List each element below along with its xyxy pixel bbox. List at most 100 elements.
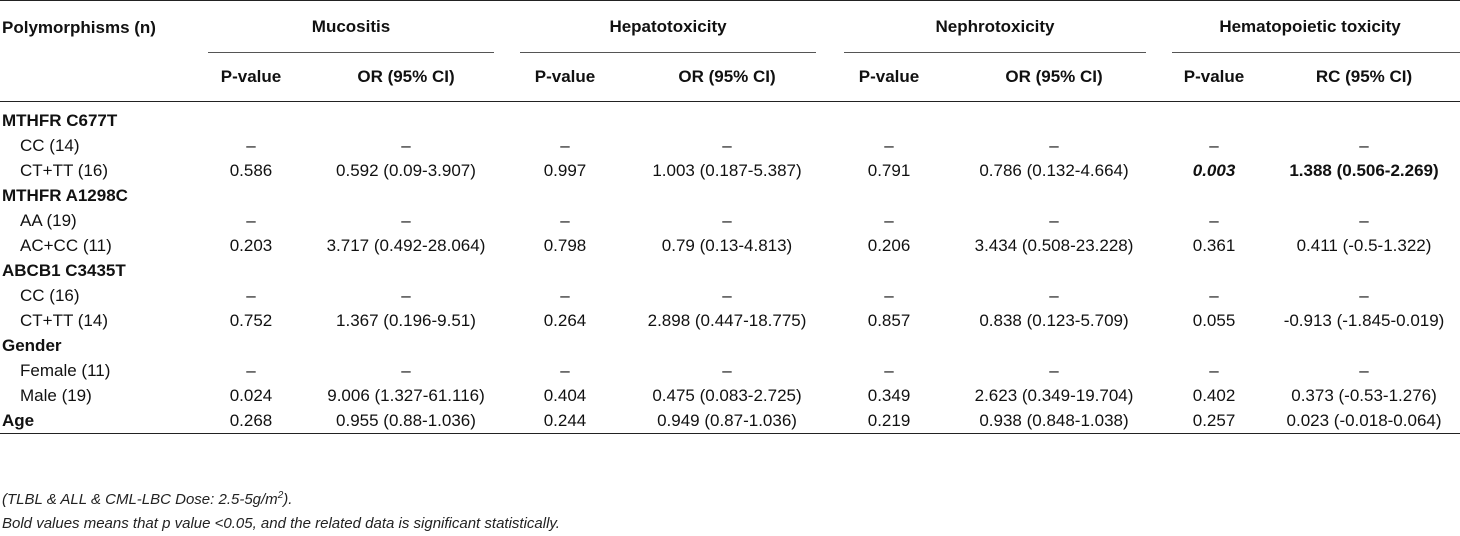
table-cell: – — [722, 210, 732, 230]
table-cell: – — [1049, 285, 1059, 305]
table-row: Male (19) 0.024 9.006 (1.327-61.116) 0.4… — [0, 383, 1460, 408]
results-table: Polymorphisms (n) Mucositis Hepatotoxici… — [0, 0, 1460, 434]
table-cell: – — [722, 360, 732, 380]
table-cell: 2.623 (0.349-19.704) — [974, 385, 1134, 405]
table-cell: – — [722, 285, 732, 305]
header-hematopoietic: Hematopoietic toxicity — [1160, 0, 1460, 53]
table-cell: 2.898 (0.447-18.775) — [647, 310, 807, 330]
header-polymorphisms: Polymorphisms (n) — [0, 0, 196, 102]
header-hepatotoxicity-label: Hepatotoxicity — [609, 17, 727, 36]
row-label: Female (11) — [20, 360, 111, 380]
row-label: CT+TT (16) — [20, 160, 109, 180]
table-footnotes: (TLBL & ALL & CML-LBC Dose: 2.5-5g/m2). … — [2, 484, 560, 536]
table-cell: 0.857 — [867, 310, 911, 330]
table-cell: – — [884, 210, 894, 230]
table-row: AC+CC (11) 0.203 3.717 (0.492-28.064) 0.… — [0, 233, 1460, 258]
table-cell: -0.913 (-1.845-0.019) — [1283, 310, 1445, 330]
table-cell: 3.434 (0.508-23.228) — [974, 235, 1134, 255]
table-cell: 0.055 — [1192, 310, 1236, 330]
group-underline — [208, 52, 494, 53]
section-row: Gender — [0, 333, 1460, 358]
table-cell: – — [401, 360, 411, 380]
header-mucositis: Mucositis — [196, 0, 506, 53]
section-title: MTHFR A1298C — [2, 185, 128, 205]
table-cell: 0.475 (0.083-2.725) — [652, 385, 802, 405]
table-cell: 0.024 — [229, 385, 273, 405]
table-cell: – — [1209, 135, 1219, 155]
section-row: MTHFR C677T — [0, 108, 1460, 133]
footnote-dose-text: (TLBL & ALL & CML-LBC Dose: 2.5-5g/m — [2, 491, 278, 508]
section-title: MTHFR C677T — [2, 110, 118, 130]
table-cell: 0.264 — [543, 310, 587, 330]
table-cell: 0.938 (0.848-1.038) — [948, 408, 1161, 434]
table-cell: 0.592 (0.09-3.907) — [336, 160, 476, 180]
group-underline — [520, 52, 817, 53]
table-cell: 3.717 (0.492-28.064) — [326, 235, 486, 255]
table-cell: – — [884, 285, 894, 305]
footnote-dose: (TLBL & ALL & CML-LBC Dose: 2.5-5g/m2). — [2, 484, 560, 512]
row-label: CC (16) — [20, 285, 80, 305]
subheader-cell: OR (95% CI) — [948, 53, 1161, 102]
section-title: ABCB1 C3435T — [2, 260, 126, 280]
subheader-cell: OR (95% CI) — [306, 53, 506, 102]
header-nephrotoxicity-label: Nephrotoxicity — [935, 17, 1055, 36]
table-cell: – — [1209, 210, 1219, 230]
table-cell: 9.006 (1.327-61.116) — [327, 385, 485, 405]
table-row: CC (16) – – – – – – – – — [0, 283, 1460, 308]
section-row: MTHFR A1298C — [0, 183, 1460, 208]
table-row: CC (14) – – – – – – – – — [0, 133, 1460, 158]
subheader-cell: P-value — [1160, 53, 1269, 102]
table-cell: – — [560, 135, 570, 155]
table-cell: – — [1359, 135, 1369, 155]
group-underline — [844, 52, 1147, 53]
table-cell: – — [1049, 135, 1059, 155]
header-mucositis-label: Mucositis — [311, 17, 391, 36]
table-cell: – — [246, 285, 256, 305]
significant-rc-value: 1.388 (0.506-2.269) — [1289, 160, 1439, 180]
table-cell: 0.997 — [543, 160, 587, 180]
section-row: ABCB1 C3435T — [0, 258, 1460, 283]
table-cell: 0.411 (-0.5-1.322) — [1296, 235, 1432, 255]
table-cell: 0.373 (-0.53-1.276) — [1291, 385, 1437, 405]
table-cell: 0.023 (-0.018-0.064) — [1268, 408, 1460, 434]
table-cell: – — [884, 135, 894, 155]
row-label: AA (19) — [20, 210, 77, 230]
table-cell: 0.955 (0.88-1.036) — [306, 408, 506, 434]
table-cell: – — [1049, 210, 1059, 230]
section-title: Gender — [2, 335, 62, 355]
table-cell: 1.003 (0.187-5.387) — [652, 160, 802, 180]
table-cell: – — [884, 360, 894, 380]
table-cell: 0.404 — [543, 385, 587, 405]
table-cell: – — [246, 135, 256, 155]
table-cell: – — [1359, 285, 1369, 305]
table-cell: 0.402 — [1192, 385, 1236, 405]
table-cell: – — [560, 285, 570, 305]
row-label: CT+TT (14) — [20, 310, 109, 330]
table-cell: 0.791 — [867, 160, 911, 180]
footnote-dose-superscript: 2 — [277, 490, 284, 501]
table-cell: 0.349 — [867, 385, 911, 405]
age-row: Age 0.268 0.955 (0.88-1.036) 0.244 0.949… — [0, 408, 1460, 434]
table-cell: 0.244 — [506, 408, 624, 434]
table-cell: 0.257 — [1160, 408, 1269, 434]
table-cell: 0.949 (0.87-1.036) — [624, 408, 831, 434]
table-cell: – — [401, 285, 411, 305]
table-cell: – — [722, 135, 732, 155]
table-cell: 0.268 — [196, 408, 306, 434]
row-label: CC (14) — [20, 135, 80, 155]
table-row: Female (11) – – – – – – – – — [0, 358, 1460, 383]
subheader-cell: RC (95% CI) — [1268, 53, 1460, 102]
table-cell: 0.586 — [229, 160, 273, 180]
footnote-dose-end: ). — [283, 491, 293, 508]
significant-p-value: 0.003 — [1192, 160, 1236, 180]
row-label: AC+CC (11) — [20, 235, 112, 255]
subheader-cell: P-value — [830, 53, 949, 102]
age-label: Age — [0, 408, 196, 434]
table-row: AA (19) – – – – – – – – — [0, 208, 1460, 233]
table-row: CT+TT (14) 0.752 1.367 (0.196-9.51) 0.26… — [0, 308, 1460, 333]
subheader-cell: P-value — [196, 53, 306, 102]
subheader-cell: P-value — [506, 53, 624, 102]
table-cell: – — [246, 360, 256, 380]
table-cell: – — [401, 210, 411, 230]
